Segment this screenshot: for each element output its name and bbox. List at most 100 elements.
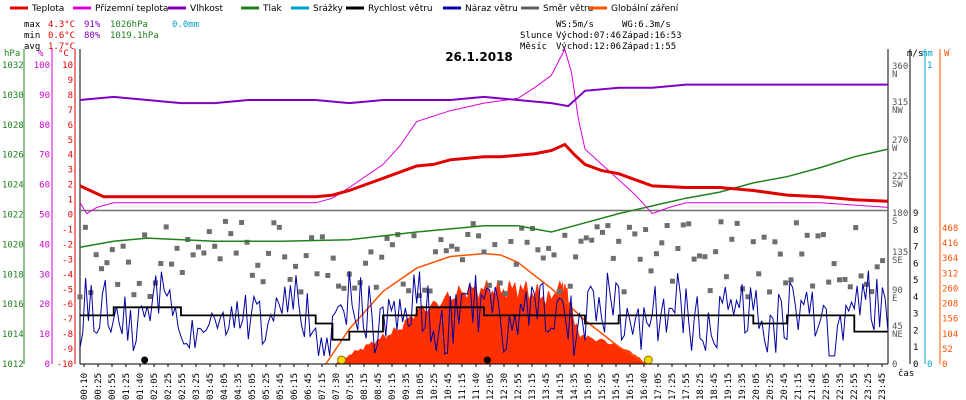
wind-dir-point xyxy=(535,247,541,253)
x-tick-label: 13:15 xyxy=(528,373,538,400)
x-tick-label: 11:40 xyxy=(472,373,482,400)
temp-tick-label: 3 xyxy=(68,166,73,176)
info-ws: WS:5m/s xyxy=(556,20,594,30)
wind-dir-point xyxy=(567,283,573,289)
x-tick-label: 22:05 xyxy=(822,373,832,400)
hpa-tick-label: 1016 xyxy=(2,300,24,310)
pct-tick-label: 10 xyxy=(39,330,50,340)
wind-dir-point xyxy=(492,242,498,248)
ms-tick-label: 1 xyxy=(913,343,918,353)
wm-tick-label: 0 xyxy=(942,360,947,370)
wind-dir-point xyxy=(686,221,692,227)
wind-dir-point xyxy=(847,284,853,290)
wind-dir-point xyxy=(551,252,557,258)
wind-dir-point xyxy=(266,250,271,256)
temperature-line xyxy=(79,142,889,203)
wind-dir-point xyxy=(804,232,810,238)
wind-dir-point xyxy=(368,249,374,255)
humidity-line xyxy=(79,83,888,108)
x-tick-label: 02:25 xyxy=(164,373,174,400)
x-tick-label: 03:25 xyxy=(192,373,202,400)
x-tick-label: 00:55 xyxy=(108,373,118,400)
wind-dir-point xyxy=(858,273,864,279)
wind-dir-point xyxy=(670,278,675,284)
dir-tick-label: NW xyxy=(892,106,903,116)
x-tick-label: 05:25 xyxy=(262,373,272,400)
sun-marker-icon xyxy=(337,355,347,365)
x-tick-label: 20:25 xyxy=(766,373,776,400)
wind-dir-point xyxy=(352,285,358,291)
pct-tick-label: 70 xyxy=(39,151,50,161)
dir-tick-label: 135 xyxy=(892,248,908,258)
x-tick-label: 22:55 xyxy=(850,373,860,400)
wind-dir-point xyxy=(228,231,234,237)
wind-speed-line xyxy=(80,306,888,341)
stat-avg-temp: 1.7°C xyxy=(48,42,75,52)
pct-tick-label: 100 xyxy=(34,61,50,71)
axis-unit-wm: W xyxy=(944,49,950,59)
pct-tick-label: 40 xyxy=(39,240,50,250)
dir-tick-label: 225 xyxy=(892,172,908,182)
ms-tick-label: 3 xyxy=(913,310,918,320)
axis-unit-pct: % xyxy=(38,49,44,59)
wind-dir-point xyxy=(648,268,654,274)
wind-dir-point xyxy=(126,259,131,265)
wind-dir-point xyxy=(363,260,368,266)
wind-dir-point xyxy=(82,224,88,230)
wind-dir-point xyxy=(513,261,519,267)
wind-dir-point xyxy=(282,254,288,260)
x-tick-label: 14:15 xyxy=(556,373,566,400)
x-tick-label: 01:40 xyxy=(136,373,146,400)
pct-tick-label: 80 xyxy=(39,121,50,131)
x-tick-label: 17:25 xyxy=(668,373,678,400)
temp-tick-label: -5 xyxy=(62,285,73,295)
wind-dir-point xyxy=(820,232,826,238)
ms-tick-label: 9 xyxy=(913,209,918,219)
wind-dir-point xyxy=(788,277,794,283)
x-tick-label: 22:35 xyxy=(836,373,846,400)
legend-label: Směr větru xyxy=(543,4,593,14)
legend-label: Teplota xyxy=(31,4,64,14)
x-tick-label: 18:45 xyxy=(710,373,720,400)
chart-title: 26.1.2018 xyxy=(445,50,513,64)
wind-dir-point xyxy=(470,221,476,227)
hpa-tick-label: 1024 xyxy=(2,181,24,191)
wind-dir-point xyxy=(287,276,293,282)
dir-tick-label: W xyxy=(892,144,898,154)
temp-tick-label: -2 xyxy=(62,240,73,250)
wind-dir-point xyxy=(540,255,546,261)
dir-tick-label: SE xyxy=(892,256,903,266)
wind-dir-point xyxy=(734,220,740,226)
clear-sky-curve xyxy=(325,252,647,365)
wind-dir-point xyxy=(433,249,438,255)
temp-tick-label: 4 xyxy=(68,151,73,161)
wind-dir-point xyxy=(546,245,552,251)
wind-dir-point xyxy=(422,287,428,293)
wind-dir-point xyxy=(271,220,277,226)
temp-tick-label: 9 xyxy=(68,76,73,86)
wind-dir-point xyxy=(573,254,579,260)
wind-dir-point xyxy=(341,285,347,291)
wind-dir-point xyxy=(99,266,104,272)
x-tick-label: 18:25 xyxy=(696,373,706,400)
x-tick-label: 19:15 xyxy=(724,373,734,400)
sun-marker-icon xyxy=(643,355,653,365)
x-tick-label: 03:45 xyxy=(206,373,216,400)
legend-label: Srážky xyxy=(313,4,344,14)
wind-dir-point xyxy=(217,256,223,262)
wind-dir-point xyxy=(249,272,255,278)
wind-dir-point xyxy=(793,220,799,226)
x-tick-label: 17:55 xyxy=(682,373,692,400)
wind-dir-point xyxy=(169,261,175,267)
wind-dir-point xyxy=(659,240,665,246)
x-tick-label: 20:05 xyxy=(752,373,762,400)
dir-tick-label: 315 xyxy=(892,98,908,108)
x-tick-label: 07:55 xyxy=(346,373,356,400)
wind-dir-point xyxy=(831,261,837,267)
wind-dir-point xyxy=(600,229,605,235)
wind-dir-point xyxy=(206,229,212,235)
x-tick-label: 21:45 xyxy=(808,373,818,400)
wind-dir-point xyxy=(104,260,110,266)
x-tick-label: 08:15 xyxy=(360,373,370,400)
